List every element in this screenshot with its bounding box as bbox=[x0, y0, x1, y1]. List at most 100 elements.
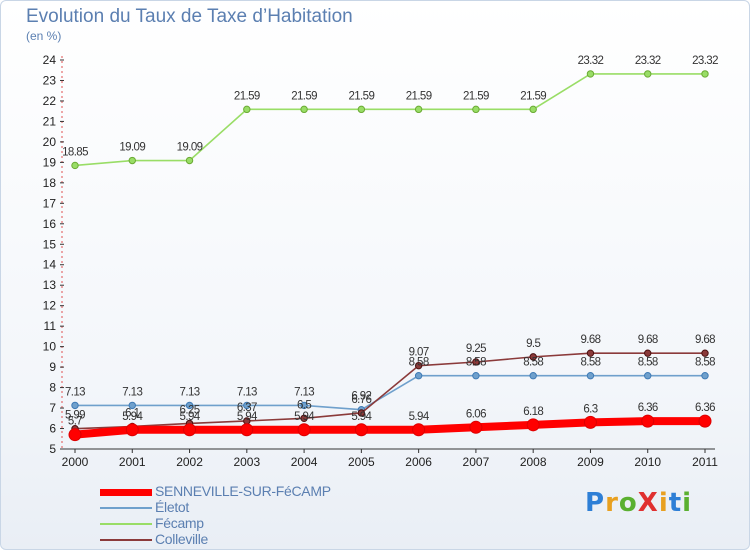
data-point bbox=[71, 161, 79, 170]
legend-label: Fécamp bbox=[155, 515, 204, 531]
data-label: 9.25 bbox=[466, 343, 486, 355]
data-point bbox=[128, 401, 136, 410]
data-label: 8.58 bbox=[580, 357, 600, 369]
data-label: 6.92 bbox=[351, 391, 371, 403]
data-point bbox=[414, 361, 423, 370]
data-point bbox=[300, 105, 308, 114]
data-point bbox=[357, 409, 366, 417]
data-label: 8.58 bbox=[523, 357, 543, 369]
data-label: 6.36 bbox=[695, 402, 715, 414]
data-label: 7.13 bbox=[65, 386, 85, 398]
x-tick-label: 2008 bbox=[520, 455, 547, 469]
chart-title: Evolution du Taux de Taxe d’Habitation bbox=[26, 6, 353, 27]
y-tick-label: 6 bbox=[49, 422, 56, 436]
x-tick-label: 2007 bbox=[463, 455, 490, 469]
data-point bbox=[185, 401, 194, 410]
data-label: 23.32 bbox=[635, 55, 661, 67]
data-label: 21.59 bbox=[234, 90, 260, 102]
x-tick-label: 2009 bbox=[577, 455, 604, 469]
data-label: 5.94 bbox=[351, 411, 372, 423]
y-tick-label: 10 bbox=[43, 340, 57, 354]
data-label: 19.09 bbox=[119, 142, 145, 154]
data-point bbox=[185, 156, 194, 165]
x-tick-label: 2002 bbox=[176, 455, 203, 469]
y-tick-label: 19 bbox=[43, 155, 57, 169]
data-point bbox=[414, 372, 423, 380]
legend-label: Colleville bbox=[155, 531, 209, 547]
data-point bbox=[529, 353, 537, 361]
data-point bbox=[586, 70, 595, 78]
data-point bbox=[644, 349, 652, 357]
data-label: 23.32 bbox=[578, 55, 604, 67]
data-label: 8.58 bbox=[409, 357, 429, 369]
x-tick-label: 2001 bbox=[119, 455, 146, 469]
series-layer bbox=[68, 70, 712, 442]
data-point bbox=[128, 156, 136, 165]
data-point bbox=[526, 418, 540, 432]
y-tick-label: 23 bbox=[43, 73, 57, 87]
data-point bbox=[414, 105, 423, 114]
y-tick-label: 24 bbox=[43, 53, 57, 67]
data-point bbox=[71, 401, 79, 410]
data-label: 21.59 bbox=[348, 90, 374, 102]
y-tick-label: 13 bbox=[43, 278, 57, 292]
data-label: 6.37 bbox=[237, 402, 257, 414]
data-point bbox=[297, 423, 311, 437]
data-label: 8.58 bbox=[695, 357, 715, 369]
data-point bbox=[701, 349, 709, 357]
data-label: 6.25 bbox=[180, 404, 200, 416]
data-point bbox=[529, 372, 537, 380]
series-line bbox=[74, 374, 706, 411]
data-labels: 5.7 5.94 5.94 5.94 5.94 5.94 5.94 6.06 6.18 6.3 6.… bbox=[62, 55, 719, 428]
y-tick-label: 17 bbox=[43, 196, 57, 210]
y-tick-label: 22 bbox=[43, 94, 57, 108]
x-tick-label: 2003 bbox=[233, 455, 260, 469]
y-tick-label: 12 bbox=[43, 299, 57, 313]
series-line bbox=[74, 73, 706, 167]
series-1 bbox=[71, 372, 709, 414]
unit-label: (en %) bbox=[26, 29, 62, 43]
data-label: 18.85 bbox=[62, 146, 88, 158]
data-label: 9.68 bbox=[638, 334, 658, 346]
data-label: 5.94 bbox=[409, 411, 430, 423]
data-label: 6.1 bbox=[125, 407, 139, 419]
data-label: 5.94 bbox=[237, 411, 258, 423]
legend-label: Életot bbox=[155, 499, 189, 515]
data-point bbox=[698, 414, 712, 428]
data-label: 5.7 bbox=[68, 416, 82, 428]
data-label: 5.94 bbox=[122, 411, 143, 423]
data-label: 6.3 bbox=[583, 403, 597, 415]
data-point bbox=[243, 105, 251, 114]
x-tick-label: 2006 bbox=[405, 455, 432, 469]
data-point bbox=[586, 372, 595, 380]
data-point bbox=[300, 401, 308, 410]
x-tick-label: 2004 bbox=[291, 455, 318, 469]
data-point bbox=[354, 423, 368, 437]
data-label: 7.13 bbox=[122, 386, 142, 398]
legend-swatch bbox=[100, 539, 152, 541]
y-tick-label: 8 bbox=[49, 381, 56, 395]
y-tick-label: 15 bbox=[43, 237, 57, 251]
y-tick-label: 9 bbox=[49, 360, 56, 374]
data-label: 7.13 bbox=[180, 386, 200, 398]
y-tick-label: 18 bbox=[43, 176, 57, 190]
data-point bbox=[644, 372, 652, 380]
data-label: 7.13 bbox=[237, 386, 257, 398]
y-tick-label: 21 bbox=[43, 114, 57, 128]
data-label: 21.59 bbox=[520, 90, 546, 102]
data-label: 6.5 bbox=[297, 399, 311, 411]
series-line bbox=[71, 417, 709, 439]
data-point bbox=[240, 423, 254, 437]
data-label: 9.07 bbox=[409, 347, 429, 359]
data-label: 21.59 bbox=[406, 90, 432, 102]
data-point bbox=[125, 423, 139, 437]
data-point bbox=[412, 423, 426, 437]
data-label: 8.58 bbox=[466, 357, 486, 369]
legend-swatch bbox=[100, 523, 152, 525]
data-point bbox=[243, 401, 251, 410]
data-label: 6.06 bbox=[466, 408, 486, 420]
line-chart: 5 6 7 8 9 10 11 12 13 14 15 16 17 18 19 20 21 22 23 24 2000 2… bbox=[43, 53, 719, 469]
data-label: 19.09 bbox=[177, 142, 203, 154]
y-tick-label: 5 bbox=[49, 442, 56, 456]
legend-label: SENNEVILLE-SUR-FéCAMP bbox=[155, 483, 331, 499]
